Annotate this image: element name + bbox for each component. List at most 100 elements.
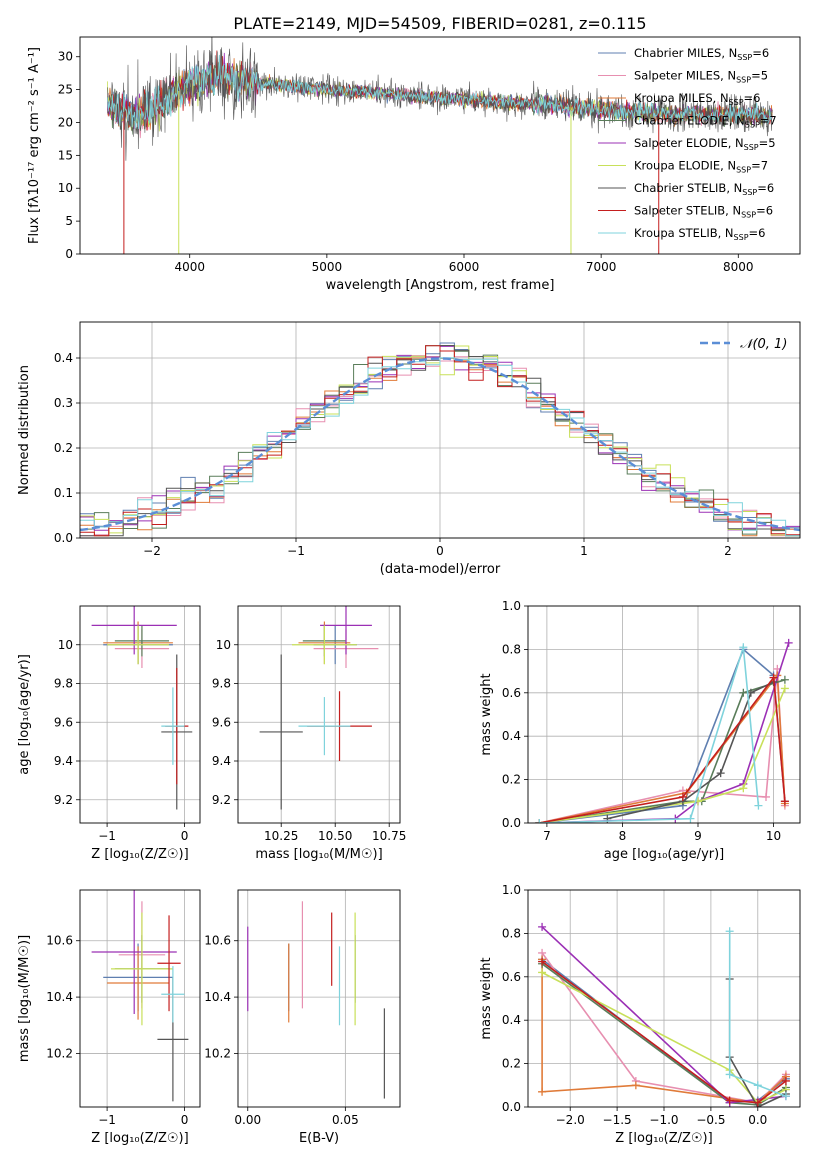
series-line: [541, 960, 787, 1104]
spectrum-line-kroupa-stelib: [107, 54, 773, 130]
legend-label: Kroupa MILES, NSSP=6: [634, 91, 760, 107]
figure-title: PLATE=2149, MJD=54509, FIBERID=0281, z=0…: [233, 14, 646, 33]
legend-label: Chabrier MILES, NSSP=6: [634, 46, 769, 62]
plot-area-residuals: [80, 342, 800, 537]
x-tick-label: 10.50: [318, 829, 352, 843]
series-point: [754, 801, 763, 810]
errorbar-salpeter-stelib: [157, 915, 181, 1012]
panel-spectrum: 4000 5000 6000 7000 8000 0 5 10 15 20 25 30 waveleng…: [27, 36, 801, 293]
series-point: [678, 792, 687, 801]
errorbar-kroupa-stelib: [161, 687, 185, 765]
y-tick-label: 30: [58, 50, 73, 64]
panel-massweight_vs_Z: −2.0 −1.5 −1.0 −0.5 0.0 0.0 0.2 0.4 0.6 0.8 1.0 Z […: [479, 883, 801, 1146]
y-tick-label: 10.4: [204, 990, 231, 1004]
panel-residuals: −2 −1 0 1 2 0.0 0.1 0.2 0.3 0.4 (data-model)/error…: [17, 321, 801, 577]
y-axis-label: mass [log₁₀(M/M☉)]: [17, 935, 32, 1062]
normal-curve: [80, 357, 800, 532]
plot-area-massweight_vs_Z: [538, 922, 790, 1107]
y-axis-label: mass weight: [479, 673, 494, 755]
x-tick-label: 6000: [449, 260, 480, 274]
legend-label: Chabrier STELIB, NSSP=6: [634, 181, 774, 197]
series-point: [781, 1092, 790, 1101]
errorbar-kroupa-elodie: [292, 625, 357, 665]
x-tick-label: 10: [766, 829, 781, 843]
series-point: [769, 673, 778, 682]
x-tick-label: 0: [181, 829, 189, 843]
panel-mass_vs_Z: −1 0 10.2 10.4 10.6 Z [log₁₀(Z/Z☉)] mass [log₁…: [17, 889, 201, 1146]
errorbar-chabrier-elodie: [114, 625, 170, 657]
x-tick-label: 0.00: [234, 1113, 261, 1127]
y-tick-label: 10: [58, 181, 73, 195]
series-salpeter-elodie: [535, 638, 793, 823]
x-tick-label: 8000: [723, 260, 754, 274]
histogram-chabrier-stelib: [80, 345, 800, 537]
y-tick-label: 9.4: [54, 754, 73, 768]
x-tick-label: −1.0: [649, 1113, 678, 1127]
y-tick-label: 9.8: [54, 677, 73, 691]
y-tick-label: 0: [65, 247, 73, 261]
y-tick-label: 10.6: [46, 934, 73, 948]
panel-age_vs_mass: 10.25 10.50 10.75 9.2 9.4 9.6 9.8 10 mass [log₁₀…: [212, 605, 406, 862]
y-tick-label: 0.2: [502, 773, 521, 787]
axes-frame: [79, 36, 801, 255]
legend-label: Salpeter MILES, NSSP=5: [634, 69, 768, 85]
axes-frame: [79, 889, 201, 1108]
x-axis-label: E(B-V): [299, 1131, 339, 1146]
x-axis-label: Z [log₁₀(Z/Z☉)]: [91, 847, 188, 862]
x-tick-label: 8: [619, 829, 627, 843]
y-tick-label: 5: [65, 214, 73, 228]
series-line: [539, 673, 786, 823]
series-point: [725, 927, 734, 936]
y-tick-label: 1.0: [502, 599, 521, 613]
y-axis-label: mass weight: [479, 957, 494, 1039]
series-line: [539, 688, 786, 823]
series-point: [631, 1081, 640, 1090]
x-tick-label: −2.0: [556, 1113, 585, 1127]
x-tick-label: 7: [543, 829, 551, 843]
errorbar-kroupa-stelib: [161, 966, 185, 1023]
y-tick-label: 1.0: [502, 883, 521, 897]
errorbar-salpeter-elodie: [91, 890, 177, 1014]
series-point: [686, 814, 695, 823]
y-tick-label: 0.1: [54, 486, 73, 500]
y-tick-label: 0.8: [502, 926, 521, 940]
y-tick-label: 10.4: [46, 990, 73, 1004]
x-axis-label: wavelength [Angstrom, rest frame]: [326, 278, 555, 293]
series-point: [753, 1098, 762, 1107]
y-tick-label: 0.4: [502, 1013, 521, 1027]
x-tick-label: 1: [580, 544, 588, 558]
series-point: [725, 1070, 734, 1079]
series-point: [538, 1087, 547, 1096]
y-tick-label: 0.0: [502, 816, 521, 830]
plot-area-age_vs_mass: [259, 606, 379, 810]
x-tick-label: 0: [436, 544, 444, 558]
y-tick-label: 15: [58, 148, 73, 162]
y-tick-label: 9.6: [54, 715, 73, 729]
y-tick-label: 10.6: [204, 934, 231, 948]
x-axis-label: age [log₁₀(age/yr)]: [604, 847, 725, 862]
y-tick-label: 9.2: [212, 793, 231, 807]
errorbar-salpeter-elodie: [320, 606, 372, 655]
x-tick-label: −1: [98, 1113, 116, 1127]
plot-area-mass_vs_Z: [91, 890, 189, 1102]
y-tick-label: 0.0: [54, 531, 73, 545]
series-point: [725, 1096, 734, 1105]
legend-label: Chabrier ELODIE, NSSP=7: [634, 114, 777, 130]
series-salpeter-stelib: [538, 957, 790, 1107]
y-axis-label: age [log₁₀(age/yr)]: [17, 654, 32, 775]
x-tick-label: 0: [181, 1113, 189, 1127]
x-tick-label: 10.25: [264, 829, 298, 843]
x-tick-label: 10.75: [372, 829, 406, 843]
x-tick-label: −2: [143, 544, 161, 558]
x-tick-label: 5000: [312, 260, 343, 274]
y-axis-label: Flux [fλ10⁻¹⁷ erg cm⁻² s⁻¹ A⁻¹]: [27, 47, 42, 244]
y-tick-label: 10.2: [204, 1046, 231, 1060]
y-tick-label: 9.2: [54, 793, 73, 807]
legend-label: Kroupa STELIB, NSSP=6: [634, 226, 765, 242]
y-tick-label: 10: [216, 638, 231, 652]
series-line: [539, 646, 760, 823]
axes-frame: [527, 605, 801, 824]
series-point: [762, 792, 770, 801]
x-tick-label: −1: [287, 544, 305, 558]
x-tick-label: 9: [694, 829, 702, 843]
